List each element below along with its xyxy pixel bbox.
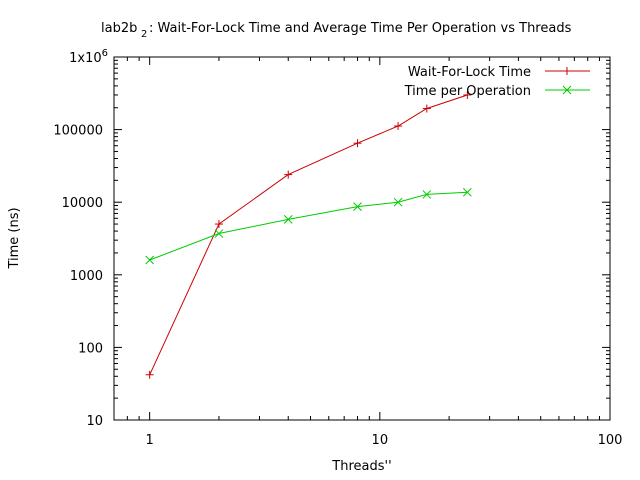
y-tick-label: 1x106 (69, 48, 108, 66)
series-1-point (353, 139, 362, 148)
chart-title-text: : Wait-For-Lock Time and Average Time Pe… (149, 21, 572, 36)
series-2-point (145, 255, 155, 265)
legend-label: Wait-For-Lock Time (408, 65, 531, 80)
legend: Wait-For-Lock Time Time per Operation (404, 65, 590, 99)
y-tick-label: 100 (78, 341, 103, 356)
legend-marker (562, 85, 572, 95)
series-2-line (149, 191, 468, 261)
series-2-point (214, 229, 224, 238)
series-1-point (214, 220, 223, 229)
chart-title-main: lab2b (101, 21, 137, 36)
x-axis-label: Threads'' (331, 459, 391, 474)
series-2-point (283, 215, 293, 224)
series-1-line (149, 94, 468, 376)
chart-title-subscript: 2 (141, 29, 147, 40)
y-tick-label: 1000 (70, 269, 103, 284)
x-tick-label: 100 (598, 433, 623, 448)
legend-marker (563, 67, 571, 75)
series-1-point (394, 122, 403, 131)
series-1-point (145, 370, 154, 379)
series-2-point (422, 190, 432, 199)
series-1-point (422, 104, 431, 113)
y-axis-label: Time (ns) (7, 207, 22, 269)
x-tick-label: 10 (372, 433, 389, 448)
chart-title: lab2b 2 : Wait-For-Lock Time and Average… (101, 21, 572, 40)
y-tick-label: 10 (86, 414, 103, 429)
series-2-point (462, 187, 472, 197)
x-tick-label: 1 (146, 433, 154, 448)
plot-area-frame (113, 56, 611, 421)
legend-label: Time per Operation (404, 84, 531, 99)
y-tick-label: 100000 (53, 124, 103, 139)
series-1-point (463, 90, 472, 99)
series-2-point (353, 202, 362, 211)
y-tick-label: 10000 (62, 196, 103, 211)
axis-ticks: 1 10 100 10 100 1000 10000 100000 1x106 (53, 48, 622, 448)
series-1-point (284, 170, 293, 179)
series-2-point (393, 197, 403, 207)
series-layer (145, 90, 472, 379)
